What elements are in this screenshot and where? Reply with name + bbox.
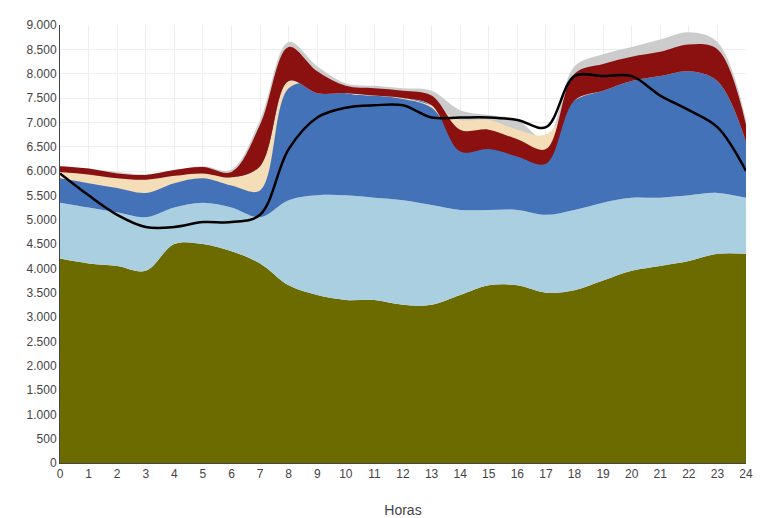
svg-text:1: 1 bbox=[85, 467, 92, 481]
svg-text:2: 2 bbox=[114, 467, 121, 481]
svg-text:8: 8 bbox=[285, 467, 292, 481]
svg-text:20: 20 bbox=[625, 467, 639, 481]
svg-text:21: 21 bbox=[654, 467, 668, 481]
svg-text:6.500: 6.500 bbox=[27, 140, 57, 154]
svg-text:24: 24 bbox=[739, 467, 753, 481]
svg-text:11: 11 bbox=[368, 467, 381, 481]
svg-text:4.500: 4.500 bbox=[27, 237, 57, 251]
svg-text:17: 17 bbox=[539, 467, 553, 481]
svg-text:6: 6 bbox=[228, 467, 235, 481]
svg-text:9.000: 9.000 bbox=[27, 18, 57, 32]
svg-text:7.000: 7.000 bbox=[27, 116, 57, 130]
svg-text:13: 13 bbox=[425, 467, 439, 481]
svg-text:4.000: 4.000 bbox=[27, 262, 57, 276]
svg-text:19: 19 bbox=[596, 467, 610, 481]
svg-text:Horas: Horas bbox=[384, 502, 421, 518]
svg-text:3.500: 3.500 bbox=[27, 286, 57, 300]
svg-text:5: 5 bbox=[200, 467, 207, 481]
svg-text:2.000: 2.000 bbox=[27, 359, 57, 373]
svg-text:500: 500 bbox=[37, 432, 57, 446]
svg-text:9: 9 bbox=[314, 467, 321, 481]
svg-text:1.000: 1.000 bbox=[27, 408, 57, 422]
svg-text:4: 4 bbox=[171, 467, 178, 481]
svg-text:10: 10 bbox=[339, 467, 353, 481]
svg-text:1.500: 1.500 bbox=[27, 383, 57, 397]
svg-text:0: 0 bbox=[57, 467, 64, 481]
svg-text:6.000: 6.000 bbox=[27, 164, 57, 178]
svg-text:2.500: 2.500 bbox=[27, 335, 57, 349]
svg-text:16: 16 bbox=[511, 467, 525, 481]
svg-text:22: 22 bbox=[682, 467, 696, 481]
svg-text:14: 14 bbox=[453, 467, 467, 481]
svg-text:18: 18 bbox=[568, 467, 582, 481]
svg-text:5.500: 5.500 bbox=[27, 189, 57, 203]
svg-text:23: 23 bbox=[711, 467, 725, 481]
svg-text:15: 15 bbox=[482, 467, 496, 481]
svg-text:8.500: 8.500 bbox=[27, 43, 57, 57]
svg-text:3: 3 bbox=[142, 467, 149, 481]
svg-text:12: 12 bbox=[396, 467, 410, 481]
svg-text:5.000: 5.000 bbox=[27, 213, 57, 227]
svg-text:7.500: 7.500 bbox=[27, 91, 57, 105]
svg-text:3.000: 3.000 bbox=[27, 310, 57, 324]
svg-text:0: 0 bbox=[50, 456, 57, 470]
svg-text:8.000: 8.000 bbox=[27, 67, 57, 81]
svg-text:7: 7 bbox=[257, 467, 264, 481]
